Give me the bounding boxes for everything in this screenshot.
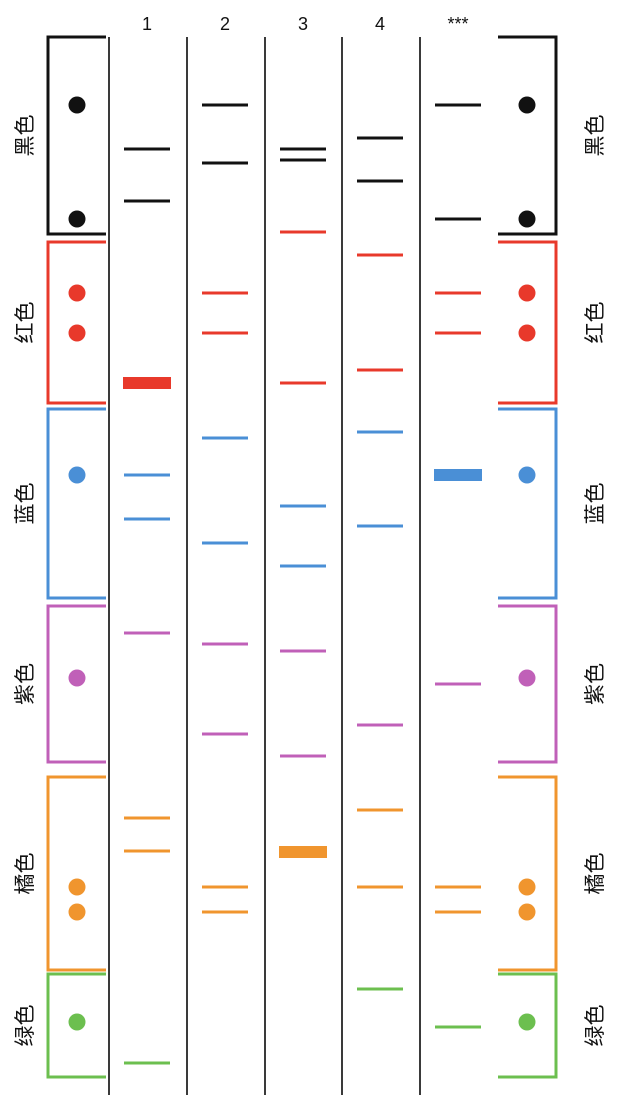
left-key-dot-orange [68,903,86,921]
left-key-dot-blue [68,466,86,484]
left-key-box-purple [46,604,106,764]
right-key-box-green [498,972,558,1079]
right-group-label-purple: 紫色 [583,663,607,705]
lane-header-5: *** [447,14,468,34]
right-key-dot-blue [518,466,536,484]
right-key-dot-red [518,324,536,342]
right-group-label-green: 绿色 [583,1005,607,1047]
right-key-dot-black [518,96,536,114]
left-key-box-orange [46,775,106,972]
lane-headers: 1 2 3 4 *** [142,14,469,34]
left-group-label-blue: 蓝色 [13,483,37,525]
band-lane-3-orange [279,846,327,858]
right-key-box-blue [498,407,558,600]
right-key-dot-green [518,1013,536,1031]
band-lane-5-blue [434,469,482,481]
right-key-dot-red [518,284,536,302]
left-key-box-red [46,240,106,405]
left-key-dot-red [68,284,86,302]
right-key-box-red [498,240,558,405]
left-key-dot-orange [68,878,86,896]
left-key-box-blue [46,407,106,600]
left-key-dot-green [68,1013,86,1031]
left-group-label-orange: 橘色 [13,853,37,895]
left-key-box-green [46,972,106,1079]
left-group-label-red: 红色 [13,302,37,344]
right-group-label-red: 红色 [583,302,607,344]
lane-header-2: 2 [220,14,230,34]
right-group-label-blue: 蓝色 [583,483,607,525]
right-key-box-orange [498,775,558,972]
band-lane-1-red [123,377,171,389]
right-key-box-purple [498,604,558,764]
left-key-dot-black [68,210,86,228]
right-key-dot-orange [518,878,536,896]
left-group-label-green: 绿色 [13,1005,37,1047]
right-key-box-black [498,35,558,236]
lane-header-4: 4 [375,14,385,34]
right-key-dot-purple [518,669,536,687]
left-key-box-black [46,35,106,236]
right-group-label-black: 黑色 [583,115,607,157]
lane-bands [123,103,482,1065]
lane-header-1: 1 [142,14,152,34]
left-key-dot-black [68,96,86,114]
left-group-label-black: 黑色 [13,115,37,157]
right-key-dot-orange [518,903,536,921]
lane-divider-lines [108,37,421,1095]
left-group-label-purple: 紫色 [13,663,37,705]
lane-header-3: 3 [298,14,308,34]
right-key-dot-black [518,210,536,228]
left-key-dot-red [68,324,86,342]
left-key-dot-purple [68,669,86,687]
right-group-label-orange: 橘色 [583,853,607,895]
